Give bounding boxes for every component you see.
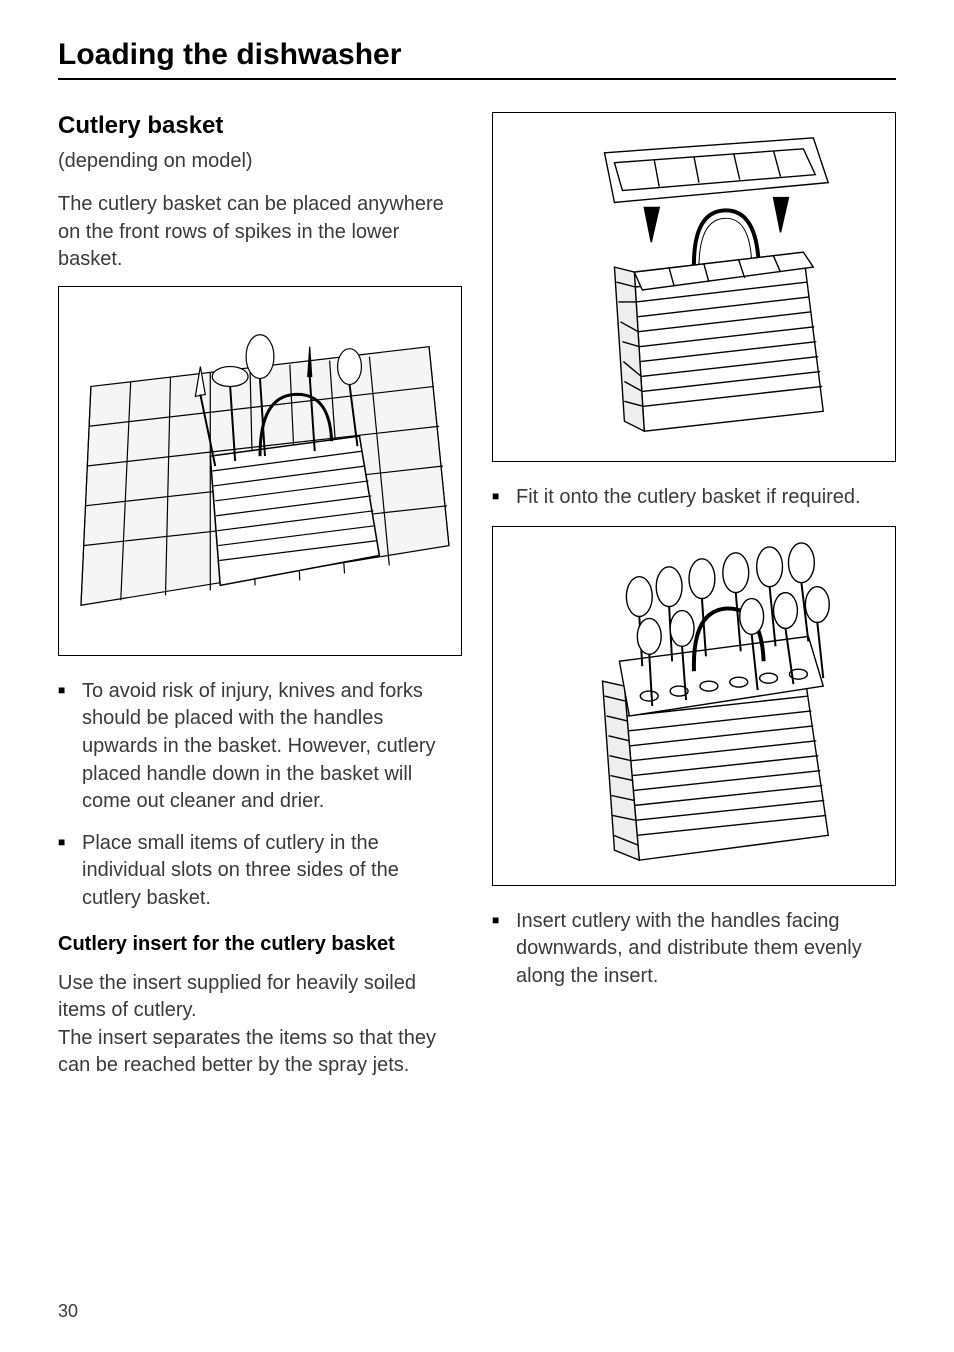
page-number: 30 bbox=[58, 1301, 78, 1322]
figure-insert-fitting bbox=[492, 112, 896, 462]
page-title: Loading the dishwasher bbox=[58, 38, 896, 80]
illustration-basket-in-rack bbox=[59, 287, 461, 655]
illustration-insert-fitting bbox=[493, 113, 895, 461]
content-columns: Cutlery basket (depending on model) The … bbox=[58, 112, 896, 1092]
insert-paragraph: Use the insert supplied for heavily soil… bbox=[58, 970, 462, 1080]
figure-cutlery-basket-in-rack bbox=[58, 286, 462, 656]
illustration-loaded-insert bbox=[493, 527, 895, 885]
model-note: (depending on model) bbox=[58, 150, 462, 173]
list-item: To avoid risk of injury, knives and fork… bbox=[58, 678, 462, 816]
list-item: Fit it onto the cutlery basket if requir… bbox=[492, 484, 896, 512]
left-bullets: To avoid risk of injury, knives and fork… bbox=[58, 678, 462, 913]
right-bullets-1: Fit it onto the cutlery basket if requir… bbox=[492, 484, 896, 512]
list-item: Insert cutlery with the handles facing d… bbox=[492, 908, 896, 991]
subheading-cutlery-insert: Cutlery insert for the cutlery basket bbox=[58, 933, 462, 956]
intro-paragraph: The cutlery basket can be placed anywher… bbox=[58, 191, 462, 274]
figure-loaded-insert bbox=[492, 526, 896, 886]
list-item: Place small items of cutlery in the indi… bbox=[58, 830, 462, 913]
right-bullets-2: Insert cutlery with the handles facing d… bbox=[492, 908, 896, 991]
section-title-cutlery-basket: Cutlery basket bbox=[58, 112, 462, 140]
left-column: Cutlery basket (depending on model) The … bbox=[58, 112, 462, 1092]
right-column: Fit it onto the cutlery basket if requir… bbox=[492, 112, 896, 1092]
